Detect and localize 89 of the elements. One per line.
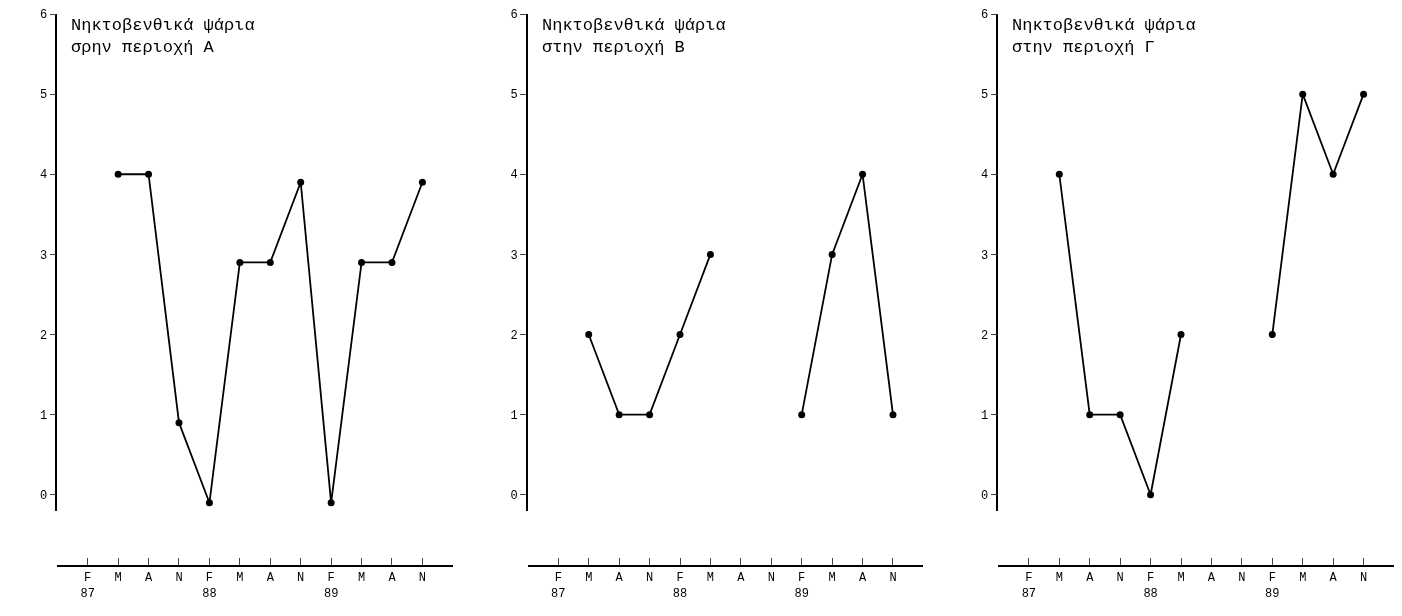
x-tick-label: N [889,571,897,586]
point [266,258,274,266]
point [1268,331,1276,339]
text: Νηκτοβενθικά ψάρια στην περιοχή Β [542,16,726,58]
x-tick-label: F 89 [794,571,809,601]
x-tick-label: N [175,571,183,586]
x-tick-label: A [858,571,867,586]
x-tick-label: N [418,571,427,586]
x-tick-label: M [357,571,366,586]
y-tick-label: 3 [510,248,518,263]
point [175,419,183,427]
x-tick-label: M [706,571,715,586]
point [828,250,836,258]
y-tick-label: 6 [39,8,48,23]
point [859,170,867,178]
point [418,178,426,186]
x-tick-label: N [297,571,305,586]
x-tick-label: M [828,571,836,586]
x-tick-label: N [1238,571,1246,586]
point [1177,331,1185,339]
point [114,170,122,178]
y-tick-label: 4 [981,168,989,183]
x-tick-label: A [737,571,746,586]
y-tick-label: 2 [981,328,989,343]
point [706,250,714,258]
point [889,411,897,419]
x-tick-label: A [1207,571,1216,586]
x-tick-label: N [645,571,654,586]
y-tick-label: 4 [510,168,518,183]
x-tick-label: F 89 [1265,571,1280,601]
point [676,331,684,339]
y-tick-label: 5 [39,88,48,103]
y-tick-label: 3 [981,248,989,263]
x-tick-label: A [1086,571,1095,586]
point [1299,90,1307,98]
x-tick-label: F 89 [323,571,339,601]
x-tick-label: A [144,571,153,586]
text: Νηκτοβενθικά ψάρια σρην περιοχή Α [71,16,255,58]
y-tick-label: 5 [981,88,989,103]
point [1360,90,1368,98]
y-tick-label: 5 [510,88,518,103]
point [1086,411,1094,419]
point [327,499,335,507]
point [145,170,153,178]
y-tick-label: 0 [510,488,518,503]
y-tick-label: 4 [39,168,48,183]
y-tick-label: 1 [510,408,518,423]
point [205,499,213,507]
x-tick-label: F 87 [1021,571,1037,601]
point [1147,491,1155,499]
x-tick-label: A [615,571,624,586]
x-tick-label: F 88 [1143,571,1158,601]
x-tick-label: F 87 [551,571,566,601]
x-tick-label: A [266,571,275,586]
x-tick-label: M [114,571,122,586]
point [1055,170,1063,178]
x-tick-label: M [585,571,593,586]
point [388,258,396,266]
y-tick-label: 1 [39,408,48,423]
y-tick-label: 6 [981,8,989,23]
point [585,331,593,339]
point [297,178,305,186]
x-tick-label: M [1177,571,1185,586]
x-tick-label: A [388,571,397,586]
x-tick-label: M [1055,571,1063,586]
y-tick-label: 3 [39,248,48,263]
x-tick-label: N [1359,571,1368,586]
point [1116,411,1124,419]
y-tick-label: 0 [981,488,989,503]
point [615,411,623,419]
point [798,411,806,419]
point [1329,170,1337,178]
y-tick-label: 0 [39,488,48,503]
point [358,258,366,266]
x-tick-label: A [1329,571,1338,586]
x-tick-label: M [1299,571,1307,586]
x-tick-label: F 87 [80,571,95,601]
x-tick-label: N [1116,571,1124,586]
x-tick-label: M [236,571,244,586]
x-tick-label: F 88 [202,571,217,601]
y-tick-label: 1 [981,408,989,423]
point [646,411,654,419]
x-tick-label: F 88 [672,571,688,601]
point [236,258,244,266]
text: Νηκτοβενθικά ψάρια στην περιοχή Γ [1012,16,1196,58]
y-tick-label: 2 [510,328,518,343]
y-tick-label: 6 [510,8,518,23]
x-tick-label: N [767,571,775,586]
y-tick-label: 2 [39,328,48,343]
